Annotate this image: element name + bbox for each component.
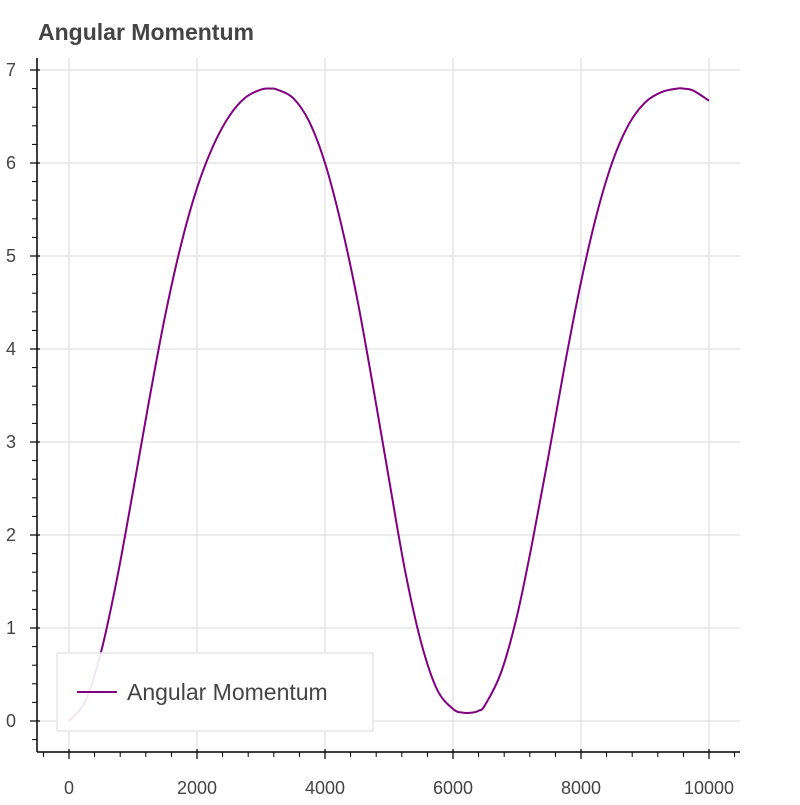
legend-label: Angular Momentum (127, 679, 328, 705)
x-tick-label: 8000 (561, 778, 601, 798)
y-tick-label: 3 (6, 432, 16, 452)
y-tick-label: 6 (6, 153, 16, 173)
series-line-angular-momentum (68, 87, 710, 722)
grid (38, 58, 740, 751)
y-tick-label: 1 (6, 618, 16, 638)
chart-title: Angular Momentum (38, 19, 254, 45)
x-tick-label: 2000 (177, 778, 217, 798)
series-layer (68, 87, 710, 722)
y-tick-label: 7 (6, 60, 16, 80)
legend: Angular Momentum (56, 652, 374, 732)
y-tick-label: 2 (6, 525, 16, 545)
x-tick-label: 0 (64, 778, 74, 798)
axes: 0 2000 4000 6000 8000 10000 0 1 2 3 4 5 6 7 (6, 58, 740, 798)
x-tick-label: 6000 (433, 778, 473, 798)
y-tick-label: 5 (6, 246, 16, 266)
x-tick-label: 10000 (684, 778, 734, 798)
y-tick-label: 0 (6, 711, 16, 731)
y-tick-label: 4 (6, 339, 16, 359)
x-tick-label: 4000 (305, 778, 345, 798)
